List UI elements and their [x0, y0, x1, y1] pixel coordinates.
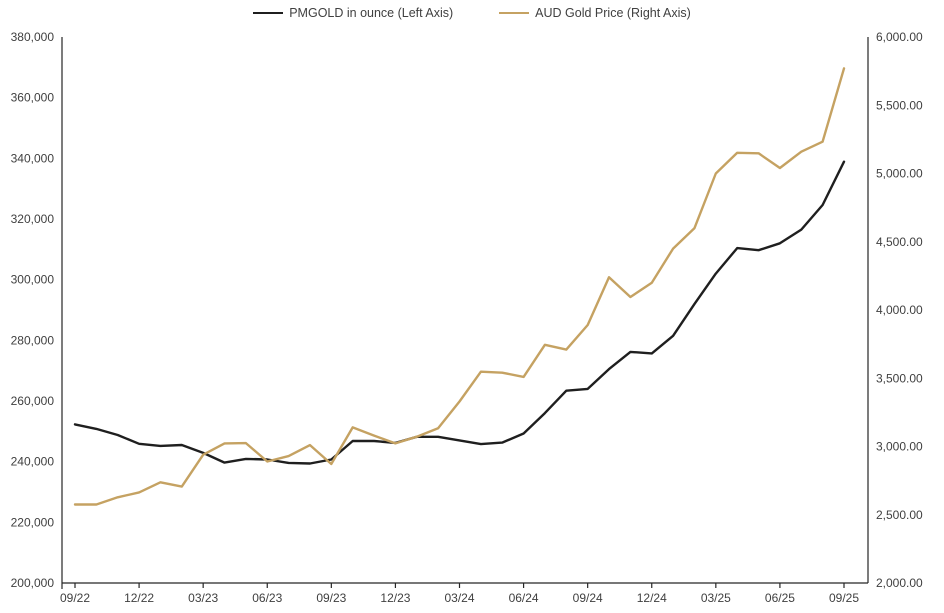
x-axis-tick-label: 12/24	[637, 591, 667, 605]
aud-gold-price-line	[73, 67, 846, 506]
right-axis-tick-label: 5,000.00	[876, 167, 923, 181]
x-axis-tick-label: 03/24	[444, 591, 474, 605]
left-axis-tick-label: 220,000	[11, 515, 55, 529]
x-axis-tick-label: 12/23	[380, 591, 410, 605]
x-axis-tick-label: 06/24	[509, 591, 539, 605]
chart-legend: PMGOLD in ounce (Left Axis) AUD Gold Pri…	[0, 4, 944, 22]
right-axis-tick-label: 3,000.00	[876, 440, 923, 454]
aud-gold-legend-label: AUD Gold Price (Right Axis)	[535, 6, 691, 20]
x-axis-tick-label: 03/25	[701, 591, 731, 605]
left-axis-tick-label: 260,000	[11, 394, 55, 408]
right-axis-tick-label: 6,000.00	[876, 30, 923, 44]
right-axis-tick-label: 5,500.00	[876, 98, 923, 112]
x-axis-tick-label: 03/23	[188, 591, 218, 605]
legend-item-aud-gold: AUD Gold Price (Right Axis)	[499, 4, 691, 22]
right-axis-tick-label: 2,500.00	[876, 508, 923, 522]
left-axis-tick-label: 320,000	[11, 212, 55, 226]
x-axis-tick-label: 09/25	[829, 591, 859, 605]
x-axis-tick-label: 09/23	[316, 591, 346, 605]
left-axis-tick-label: 300,000	[11, 273, 55, 287]
aud-gold-line-swatch	[499, 11, 530, 15]
legend-item-pmgold: PMGOLD in ounce (Left Axis)	[253, 4, 453, 22]
pmgold-line	[73, 160, 846, 465]
right-axis-tick-label: 3,500.00	[876, 371, 923, 385]
left-axis-tick-label: 200,000	[11, 576, 55, 590]
left-axis-tick-label: 360,000	[11, 91, 55, 105]
pmgold-legend-label: PMGOLD in ounce (Left Axis)	[289, 6, 454, 20]
left-axis-tick-label: 240,000	[11, 455, 55, 469]
left-axis-tick-label: 340,000	[11, 151, 55, 165]
left-axis-tick-label: 380,000	[11, 30, 55, 44]
x-axis-tick-label: 06/23	[252, 591, 282, 605]
x-axis-tick-label: 09/22	[60, 591, 90, 605]
x-axis-tick-label: 12/22	[124, 591, 154, 605]
pmgold-line-swatch	[253, 11, 284, 15]
right-axis-tick-label: 4,000.00	[876, 303, 923, 317]
x-axis-tick-label: 09/24	[573, 591, 603, 605]
right-axis-tick-label: 4,500.00	[876, 235, 923, 249]
right-axis-tick-label: 2,000.00	[876, 576, 923, 590]
x-axis-tick-label: 06/25	[765, 591, 795, 605]
left-axis-tick-label: 280,000	[11, 333, 55, 347]
